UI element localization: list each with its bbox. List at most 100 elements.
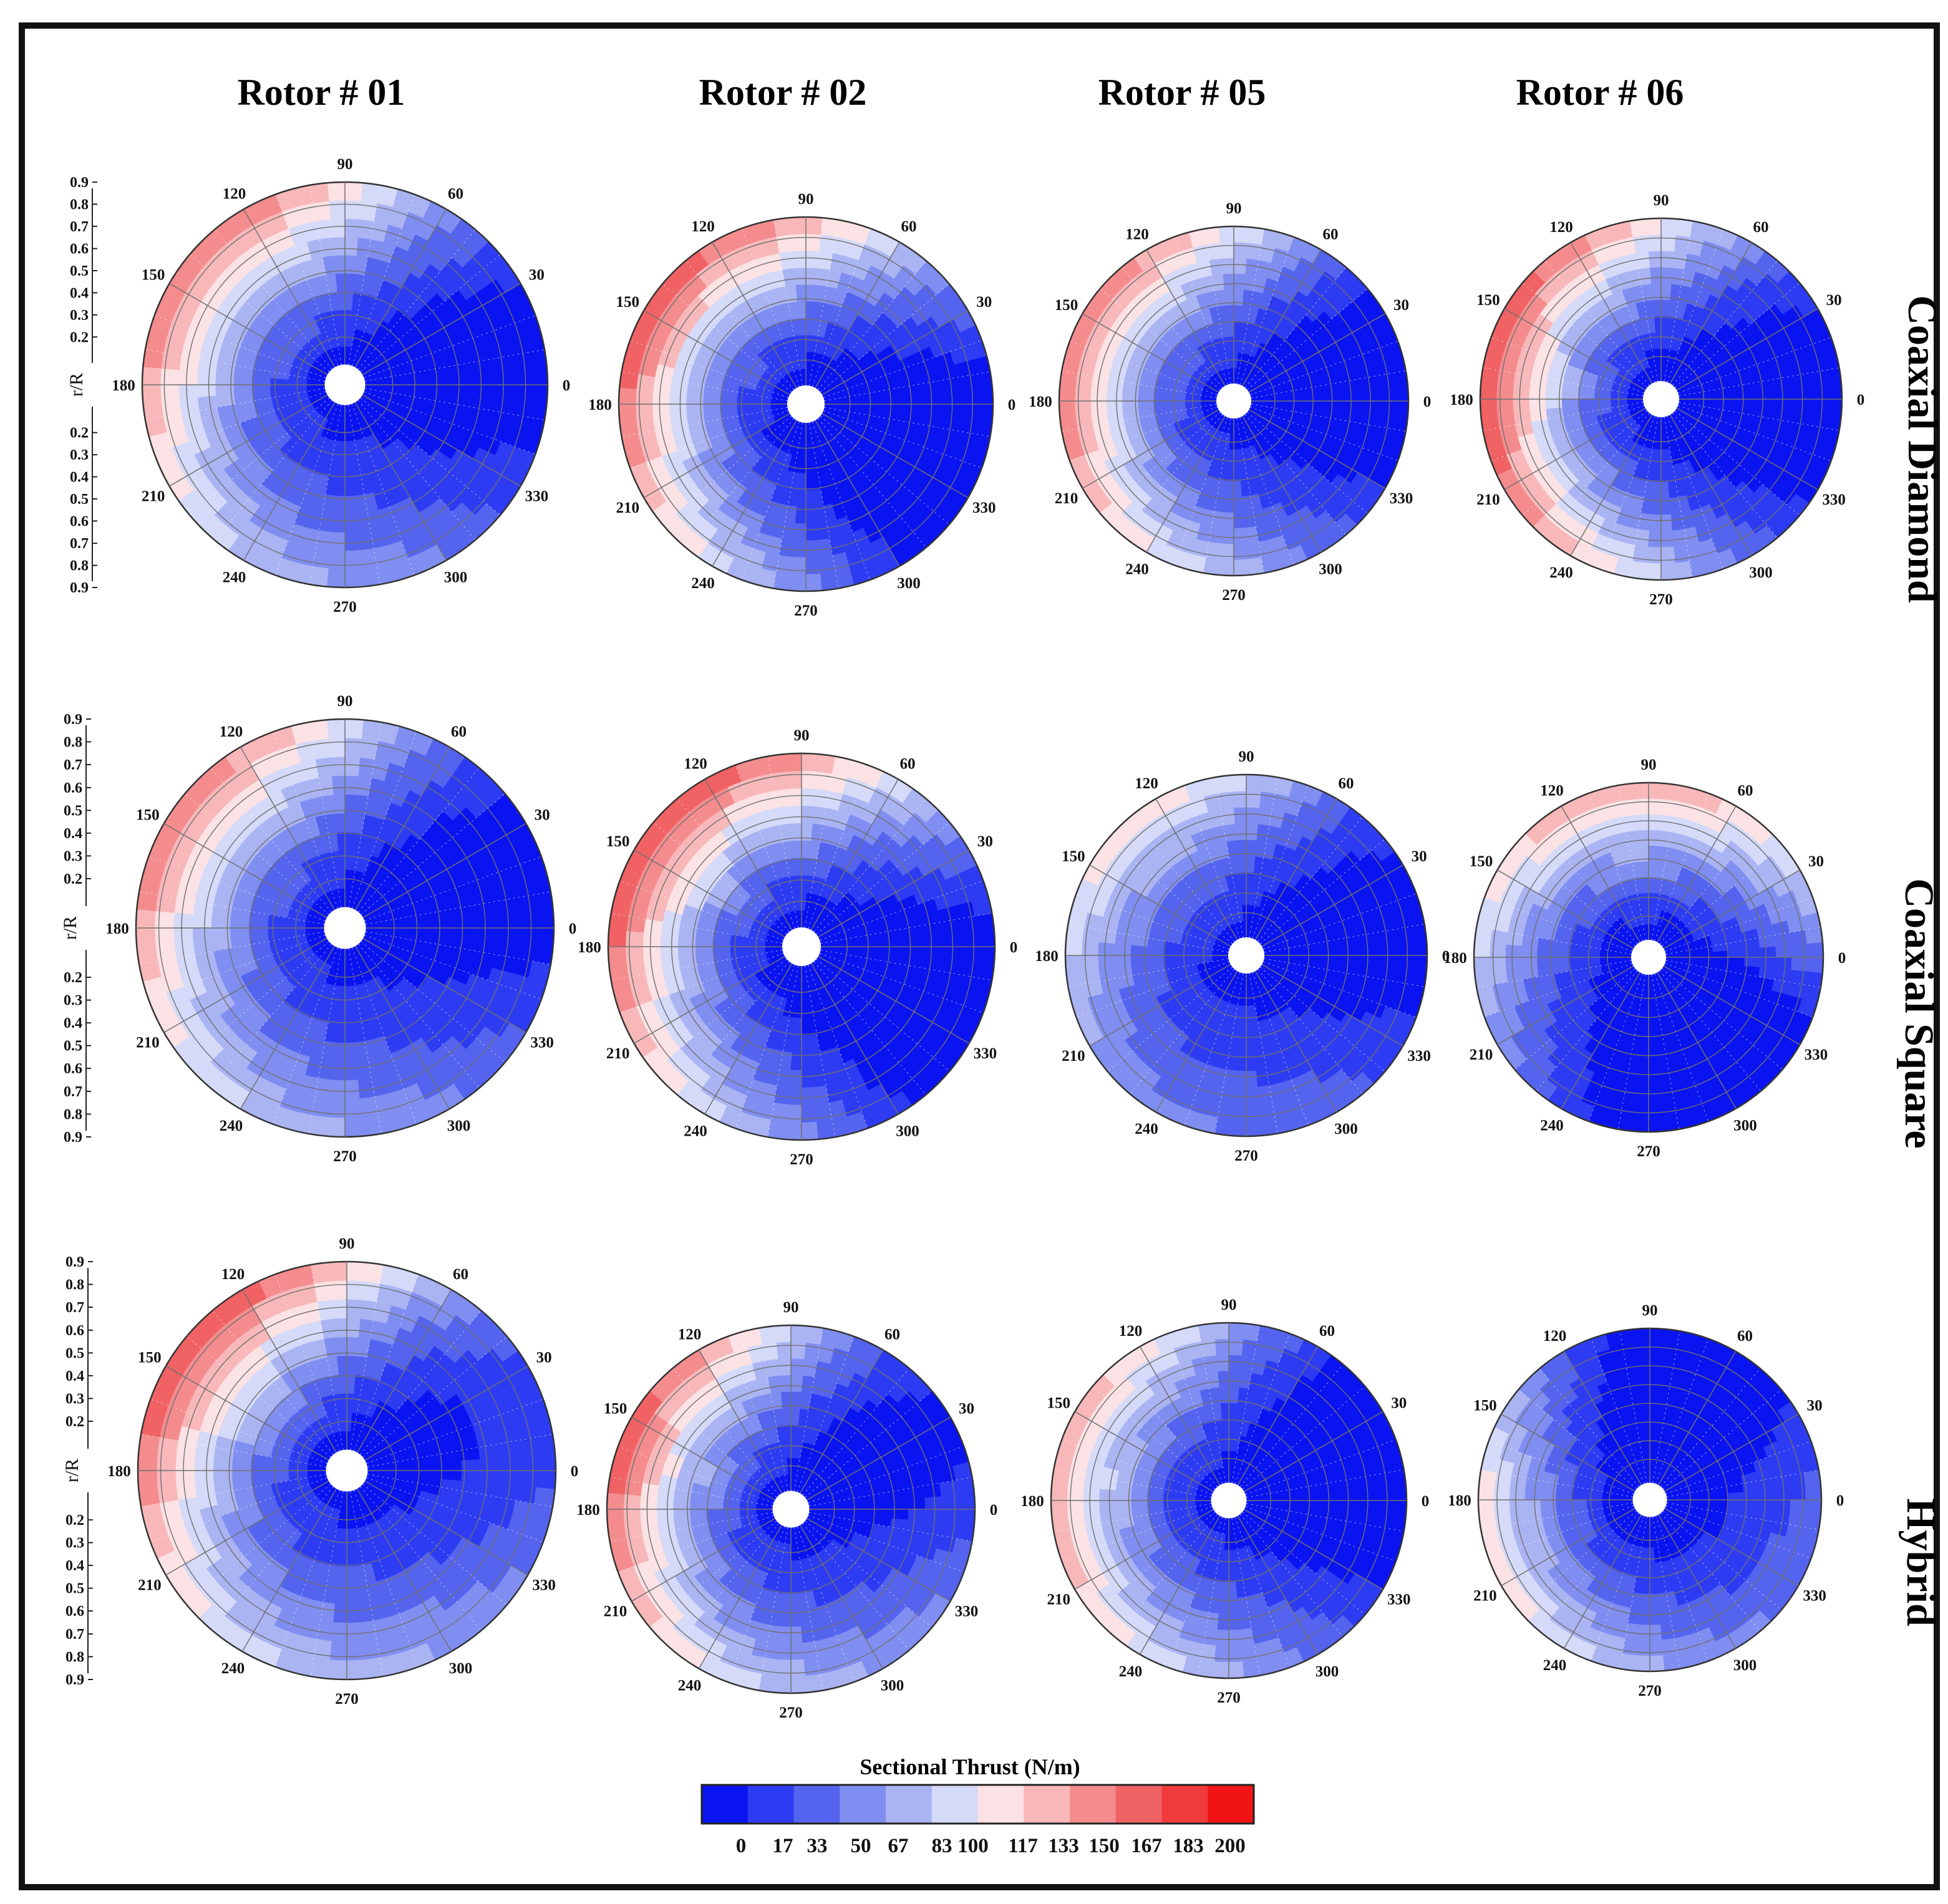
angle-tick-label: 30 bbox=[1391, 1395, 1407, 1412]
grid-spoke bbox=[807, 1518, 951, 1602]
grid-spoke-minor bbox=[812, 422, 871, 581]
angle-tick-label: 90 bbox=[337, 693, 353, 710]
grid-spoke-minor bbox=[1245, 1506, 1396, 1562]
angle-tick-label: 180 bbox=[1020, 1493, 1044, 1510]
radial-tick-label: 0.4 bbox=[64, 1015, 82, 1032]
angle-tick-label: 330 bbox=[1803, 1588, 1826, 1605]
grid-spoke-minor bbox=[1655, 1515, 1709, 1661]
grid-spoke-minor bbox=[310, 1265, 344, 1451]
angle-tick-label: 300 bbox=[1316, 1663, 1339, 1680]
angle-tick-label: 30 bbox=[1412, 848, 1427, 865]
angle-tick-label: 120 bbox=[221, 1266, 245, 1283]
angle-tick-label: 150 bbox=[1473, 1398, 1497, 1414]
angle-tick-label: 0 bbox=[1008, 397, 1016, 413]
angle-tick-label: 30 bbox=[1393, 297, 1409, 314]
grid-spoke-minor bbox=[1168, 1517, 1223, 1668]
grid-spoke-minor bbox=[813, 961, 926, 1095]
radial-tick-label: 0.5 bbox=[64, 803, 82, 819]
grid-spoke bbox=[1242, 249, 1322, 387]
grid-spoke-minor bbox=[348, 722, 382, 908]
grid-spoke-minor bbox=[813, 798, 926, 932]
colorbar-swatch bbox=[793, 1785, 840, 1824]
grid-spoke bbox=[1089, 864, 1231, 947]
polar-panel: 0 30 60 90 120 150 180 210 240 270 300 330 bbox=[1029, 200, 1431, 604]
grid-spoke-minor bbox=[808, 765, 868, 929]
radial-tick-label: 0.7 bbox=[65, 1626, 84, 1643]
angle-tick-label: 210 bbox=[606, 1045, 630, 1062]
colorbar-title: Sectional Thrust (N/m) bbox=[860, 1754, 1080, 1779]
angle-tick-label: 0 bbox=[1836, 1492, 1844, 1509]
polar-grid bbox=[1479, 217, 1843, 581]
grid-spoke-minor bbox=[273, 732, 339, 909]
radial-tick-label: 0.6 bbox=[64, 1061, 82, 1077]
grid-spoke-minor bbox=[187, 1336, 331, 1457]
radial-tick-label: 0.8 bbox=[64, 735, 82, 751]
colorbar-swatch bbox=[1208, 1785, 1254, 1824]
polar-grid bbox=[141, 181, 549, 589]
grid-spoke-minor bbox=[1234, 1517, 1290, 1668]
grid-spoke bbox=[1146, 249, 1226, 387]
grid-spoke-minor bbox=[1244, 414, 1347, 535]
grid-spoke-minor bbox=[1092, 1386, 1216, 1490]
grid-spoke bbox=[1663, 869, 1800, 949]
hub-hole bbox=[787, 385, 825, 423]
radial-tick-label: 0.2 bbox=[70, 425, 89, 442]
grid-spoke bbox=[243, 209, 336, 368]
grid-spoke bbox=[163, 938, 327, 1033]
angle-tick-label: 330 bbox=[1407, 1048, 1431, 1065]
grid-spoke bbox=[1248, 409, 1385, 489]
radial-tick-label: 0.4 bbox=[64, 826, 82, 842]
angle-tick-label: 240 bbox=[1119, 1663, 1143, 1680]
angle-tick-label: 120 bbox=[691, 218, 715, 235]
grid-spoke-minor bbox=[185, 793, 329, 915]
hub-hole bbox=[326, 1449, 368, 1492]
grid-spoke-minor bbox=[1651, 785, 1680, 940]
grid-spoke-minor bbox=[1245, 1439, 1396, 1495]
angle-tick-label: 90 bbox=[1642, 1302, 1658, 1319]
grid-spoke bbox=[240, 747, 335, 911]
grid-spoke-minor bbox=[154, 391, 326, 455]
angle-tick-label: 180 bbox=[1448, 1492, 1471, 1509]
grid-spoke-minor bbox=[360, 397, 501, 516]
grid-spoke bbox=[1501, 1413, 1635, 1492]
grid-spoke-minor bbox=[1617, 974, 1646, 1129]
grid-spoke-minor bbox=[1130, 969, 1235, 1095]
grid-spoke bbox=[631, 1416, 775, 1500]
grid-spoke-minor bbox=[1654, 793, 1709, 941]
grid-spoke-minor bbox=[308, 948, 342, 1134]
grid-spoke-minor bbox=[308, 722, 342, 908]
radial-tick-label: 0.9 bbox=[70, 175, 89, 191]
column-title: Rotor # 05 bbox=[1098, 72, 1266, 113]
polar-grid bbox=[1477, 1327, 1823, 1673]
grid-spoke-minor bbox=[1246, 1469, 1404, 1498]
grid-spoke bbox=[240, 945, 335, 1109]
grid-spoke-minor bbox=[1069, 407, 1218, 462]
angle-tick-label: 210 bbox=[604, 1603, 628, 1620]
grid-spoke-minor bbox=[364, 349, 545, 382]
colorbar-swatch bbox=[1115, 1785, 1163, 1824]
angle-tick-label: 60 bbox=[884, 1327, 900, 1343]
radial-tick-label: 0.2 bbox=[65, 1512, 84, 1529]
radial-axis-label: r/R bbox=[62, 1459, 82, 1482]
grid-spoke bbox=[357, 1289, 452, 1453]
polar-grid bbox=[135, 718, 555, 1138]
angle-tick-label: 150 bbox=[1470, 853, 1493, 870]
grid-spoke-minor bbox=[808, 964, 868, 1129]
grid-spoke bbox=[704, 779, 793, 930]
grid-spoke-minor bbox=[1481, 1469, 1634, 1497]
grid-spoke bbox=[1658, 1514, 1737, 1649]
angle-tick-label: 120 bbox=[678, 1327, 702, 1343]
grid-spoke-minor bbox=[1665, 963, 1813, 1018]
angle-tick-label: 30 bbox=[1826, 292, 1842, 309]
angle-tick-label: 90 bbox=[783, 1299, 799, 1316]
angle-tick-label: 90 bbox=[1654, 192, 1669, 209]
grid-spoke bbox=[364, 1365, 528, 1461]
grid-spoke-minor bbox=[817, 260, 927, 390]
radial-axis-label: r/R bbox=[66, 373, 87, 397]
angle-tick-label: 330 bbox=[1390, 490, 1413, 507]
grid-spoke-minor bbox=[823, 339, 982, 399]
grid-spoke-minor bbox=[1234, 1333, 1290, 1484]
grid-spoke-minor bbox=[1591, 1515, 1645, 1661]
grid-spoke-minor bbox=[808, 422, 839, 589]
angle-tick-label: 210 bbox=[1055, 490, 1078, 507]
